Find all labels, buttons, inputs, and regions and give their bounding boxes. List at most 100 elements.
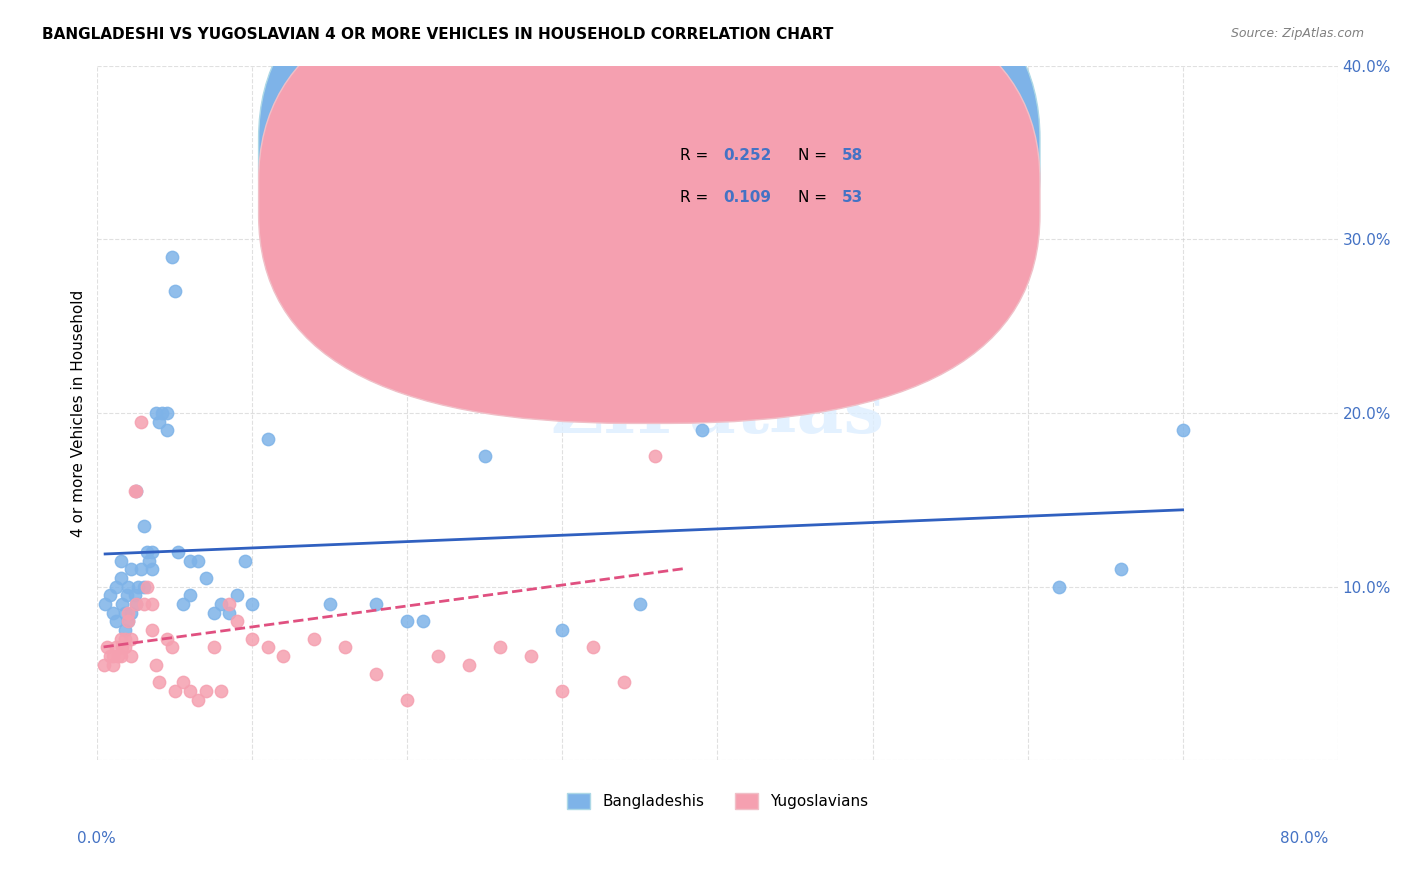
- Point: [520, 649, 543, 664]
- Point: [101, 606, 124, 620]
- Point: [145, 657, 167, 672]
- Point: [156, 406, 179, 420]
- Point: [120, 649, 142, 664]
- Point: [93, 657, 115, 672]
- Point: [148, 675, 170, 690]
- Point: [202, 606, 225, 620]
- Text: R =: R =: [681, 148, 713, 163]
- Point: [1171, 423, 1194, 437]
- Point: [110, 632, 132, 646]
- Point: [117, 580, 139, 594]
- Point: [167, 545, 190, 559]
- Point: [1047, 580, 1070, 594]
- Point: [156, 423, 179, 437]
- Point: [110, 571, 132, 585]
- Point: [225, 588, 247, 602]
- Point: [179, 684, 201, 698]
- Point: [98, 649, 121, 664]
- Point: [319, 597, 342, 611]
- Point: [115, 588, 138, 602]
- FancyBboxPatch shape: [259, 0, 1040, 382]
- Point: [335, 640, 357, 655]
- Point: [145, 406, 167, 420]
- Point: [644, 450, 666, 464]
- Point: [273, 649, 295, 664]
- Point: [396, 615, 419, 629]
- Point: [114, 632, 136, 646]
- Text: 0.0%: 0.0%: [77, 831, 117, 846]
- Text: Source: ZipAtlas.com: Source: ZipAtlas.com: [1230, 27, 1364, 40]
- Text: N =: N =: [799, 190, 832, 205]
- Point: [98, 588, 121, 602]
- Point: [209, 597, 232, 611]
- Text: 58: 58: [842, 148, 863, 163]
- Point: [225, 615, 247, 629]
- Point: [125, 484, 148, 499]
- Point: [675, 145, 697, 160]
- Y-axis label: 4 or more Vehicles in Household: 4 or more Vehicles in Household: [72, 289, 86, 537]
- Point: [141, 597, 163, 611]
- Point: [366, 666, 388, 681]
- Point: [257, 640, 280, 655]
- Legend: Bangladeshis, Yugoslavians: Bangladeshis, Yugoslavians: [561, 787, 875, 815]
- Point: [141, 545, 163, 559]
- Point: [458, 657, 481, 672]
- Point: [242, 632, 264, 646]
- Point: [132, 597, 155, 611]
- Point: [163, 684, 186, 698]
- Point: [129, 415, 152, 429]
- Point: [257, 432, 280, 446]
- Point: [396, 692, 419, 706]
- Point: [117, 615, 139, 629]
- Point: [489, 640, 512, 655]
- Point: [218, 597, 240, 611]
- Point: [125, 597, 148, 611]
- Point: [120, 606, 142, 620]
- Point: [114, 606, 136, 620]
- Point: [110, 554, 132, 568]
- Point: [194, 684, 217, 698]
- Point: [114, 623, 136, 637]
- Text: ZIPatlas: ZIPatlas: [550, 377, 884, 449]
- Point: [427, 649, 450, 664]
- Point: [366, 597, 388, 611]
- Point: [132, 580, 155, 594]
- Point: [117, 615, 139, 629]
- Point: [110, 649, 132, 664]
- Point: [138, 554, 160, 568]
- Point: [582, 640, 605, 655]
- Point: [179, 554, 201, 568]
- Point: [125, 597, 148, 611]
- Text: 53: 53: [842, 190, 863, 205]
- Point: [156, 632, 179, 646]
- Point: [1109, 562, 1132, 576]
- Point: [129, 562, 152, 576]
- Point: [218, 606, 240, 620]
- Point: [628, 597, 651, 611]
- Point: [114, 640, 136, 655]
- Point: [148, 415, 170, 429]
- Point: [141, 623, 163, 637]
- Text: BANGLADESHI VS YUGOSLAVIAN 4 OR MORE VEHICLES IN HOUSEHOLD CORRELATION CHART: BANGLADESHI VS YUGOSLAVIAN 4 OR MORE VEH…: [42, 27, 834, 42]
- Point: [136, 580, 159, 594]
- Point: [104, 640, 127, 655]
- Point: [187, 692, 209, 706]
- Point: [132, 519, 155, 533]
- Point: [690, 423, 713, 437]
- Point: [172, 675, 194, 690]
- Point: [117, 606, 139, 620]
- Text: 0.109: 0.109: [724, 190, 772, 205]
- Point: [120, 562, 142, 576]
- Point: [125, 484, 148, 499]
- Point: [141, 562, 163, 576]
- Point: [551, 684, 574, 698]
- Point: [209, 684, 232, 698]
- FancyBboxPatch shape: [259, 0, 1040, 424]
- Text: 0.252: 0.252: [724, 148, 772, 163]
- Point: [120, 632, 142, 646]
- Point: [101, 657, 124, 672]
- Text: 80.0%: 80.0%: [1281, 831, 1329, 846]
- Point: [111, 597, 134, 611]
- Point: [160, 640, 183, 655]
- Text: N =: N =: [799, 148, 832, 163]
